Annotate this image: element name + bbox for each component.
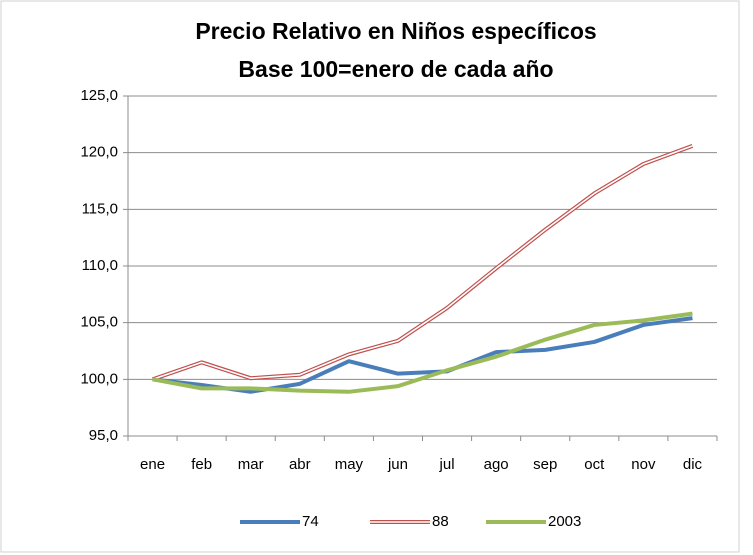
series-line	[152, 311, 693, 394]
x-tick-label: jun	[387, 456, 408, 473]
legend-label: 2003	[548, 513, 581, 530]
y-tick-label: 95,0	[89, 427, 118, 444]
x-tick-label: jul	[439, 456, 455, 473]
y-tick-label: 120,0	[80, 144, 118, 161]
x-tick-label: abr	[289, 456, 311, 473]
series-line	[152, 316, 693, 394]
x-tick-label: ene	[140, 456, 165, 473]
y-tick-label: 105,0	[80, 314, 118, 331]
x-tick-label: mar	[238, 456, 264, 473]
chart-border	[0, 0, 740, 553]
y-tick-label: 115,0	[82, 200, 118, 217]
x-tick-label: may	[335, 456, 364, 473]
x-tick-label: oct	[584, 456, 605, 473]
x-tick-label: ago	[484, 456, 509, 473]
series-line-inner	[152, 145, 693, 381]
y-tick-label: 125,0	[80, 87, 118, 104]
legend-label: 74	[302, 513, 319, 530]
chart-title: Precio Relativo en Niños específicos	[195, 18, 596, 44]
x-tick-label: sep	[533, 456, 557, 473]
x-tick-label: nov	[631, 456, 656, 473]
y-tick-label: 110,0	[82, 257, 118, 274]
x-tick-label: feb	[191, 456, 212, 473]
x-tick-label: dic	[683, 456, 703, 473]
y-tick-label: 100,0	[80, 370, 118, 387]
legend-label: 88	[432, 513, 449, 530]
chart-subtitle: Base 100=enero de cada año	[238, 56, 553, 82]
